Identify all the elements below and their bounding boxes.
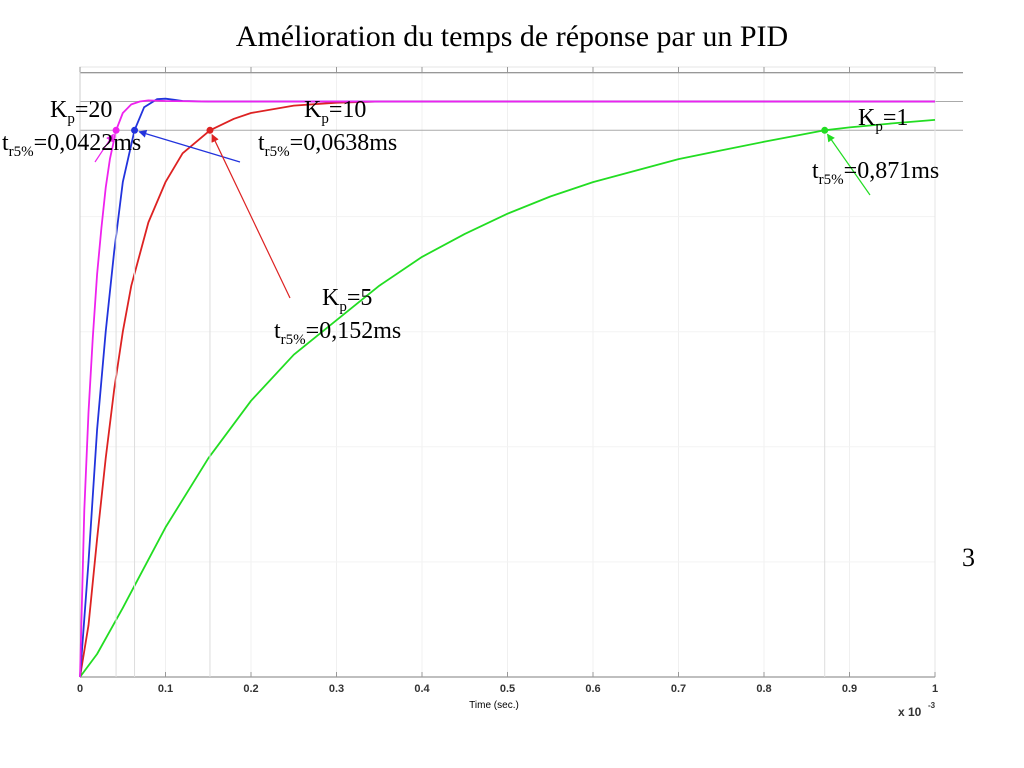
annotation-arrow bbox=[826, 133, 871, 196]
x-tick-label: 0.6 bbox=[585, 683, 600, 695]
x-multiplier-exponent: -3 bbox=[928, 701, 936, 710]
time-symbol: t bbox=[2, 130, 9, 156]
annotation-response-time: tr5%=0,871ms bbox=[812, 158, 939, 188]
gain-subscript: p bbox=[875, 119, 883, 135]
gain-symbol: K bbox=[50, 97, 68, 123]
series-layer bbox=[79, 97, 936, 678]
time-subscript: r5% bbox=[9, 144, 34, 160]
x-tick-label: 0.1 bbox=[158, 683, 173, 695]
annotation-arrow bbox=[138, 129, 241, 163]
annotation-kp1: Kp=1 tr5%=0,871ms bbox=[812, 105, 939, 188]
time-symbol: t bbox=[274, 318, 281, 344]
plot-frame bbox=[79, 66, 936, 678]
x-tick-label: 0.9 bbox=[842, 683, 857, 695]
gain-symbol: K bbox=[858, 105, 876, 131]
tr5-point bbox=[821, 126, 829, 134]
annotation-response-time: tr5%=0,0422ms bbox=[2, 130, 141, 160]
time-symbol: t bbox=[812, 158, 819, 184]
x-tick-label: 0.7 bbox=[671, 683, 686, 695]
time-value: =0,152ms bbox=[306, 318, 402, 344]
x-tick-label: 0.5 bbox=[500, 683, 515, 695]
gain-value: =5 bbox=[347, 285, 373, 311]
annotation-arrow bbox=[94, 133, 114, 163]
time-value: =0,0422ms bbox=[34, 130, 142, 156]
gain-value: =20 bbox=[75, 97, 113, 123]
annotation-gain: Kp=10 bbox=[304, 97, 366, 127]
x-tick-label: 1 bbox=[932, 683, 938, 695]
x-tick-label: 0.8 bbox=[756, 683, 771, 695]
x-tick-label: 0 bbox=[77, 683, 83, 695]
time-symbol: t bbox=[258, 130, 265, 156]
gain-subscript: p bbox=[67, 111, 75, 127]
gain-subscript: p bbox=[339, 299, 347, 315]
gain-subscript: p bbox=[321, 111, 329, 127]
time-subscript: r5% bbox=[281, 332, 306, 348]
annotation-gain: Kp=1 bbox=[858, 105, 908, 135]
x-multiplier-base: x 10 bbox=[898, 705, 922, 719]
tr5-point bbox=[112, 126, 120, 134]
annotation-gain: Kp=20 bbox=[50, 97, 112, 127]
grid-lines bbox=[80, 67, 935, 677]
annotation-response-time: tr5%=0,152ms bbox=[274, 318, 401, 348]
gain-value: =10 bbox=[329, 97, 367, 123]
chart-title: Amélioration du temps de réponse par un … bbox=[236, 20, 788, 53]
gain-symbol: K bbox=[322, 285, 340, 311]
time-value: =0,0638ms bbox=[290, 130, 398, 156]
x-tick-label: 0.2 bbox=[243, 683, 258, 695]
gain-value: =1 bbox=[883, 105, 909, 131]
annotations: Kp=20tr5%=0,0422msKp=10tr5%=0,0638msKp=5… bbox=[2, 97, 939, 348]
annotation-response-time: tr5%=0,0638ms bbox=[258, 130, 397, 160]
annotation-arrow bbox=[211, 133, 291, 299]
time-subscript: r5% bbox=[819, 172, 844, 188]
annotation-arrows bbox=[94, 129, 871, 299]
x-tick-label: 0.4 bbox=[414, 683, 430, 695]
x-tick-label: 0.3 bbox=[329, 683, 344, 695]
gain-symbol: K bbox=[304, 97, 322, 123]
tr5-point bbox=[131, 126, 139, 134]
stray-glyph: 3 bbox=[962, 543, 975, 572]
time-subscript: r5% bbox=[265, 144, 290, 160]
series-line bbox=[79, 119, 936, 678]
series-line bbox=[79, 99, 935, 678]
x-axis-label: Time (sec.) bbox=[469, 700, 519, 711]
annotation-gain: Kp=5 bbox=[322, 285, 372, 315]
time-value: =0,871ms bbox=[844, 158, 940, 184]
x-multiplier: x 10 -3 bbox=[898, 701, 936, 719]
tr5-point bbox=[206, 126, 214, 134]
x-tick-labels: 0 0.1 0.2 0.3 0.4 0.5 0.6 0.7 0.8 0.9 1 bbox=[77, 683, 938, 695]
